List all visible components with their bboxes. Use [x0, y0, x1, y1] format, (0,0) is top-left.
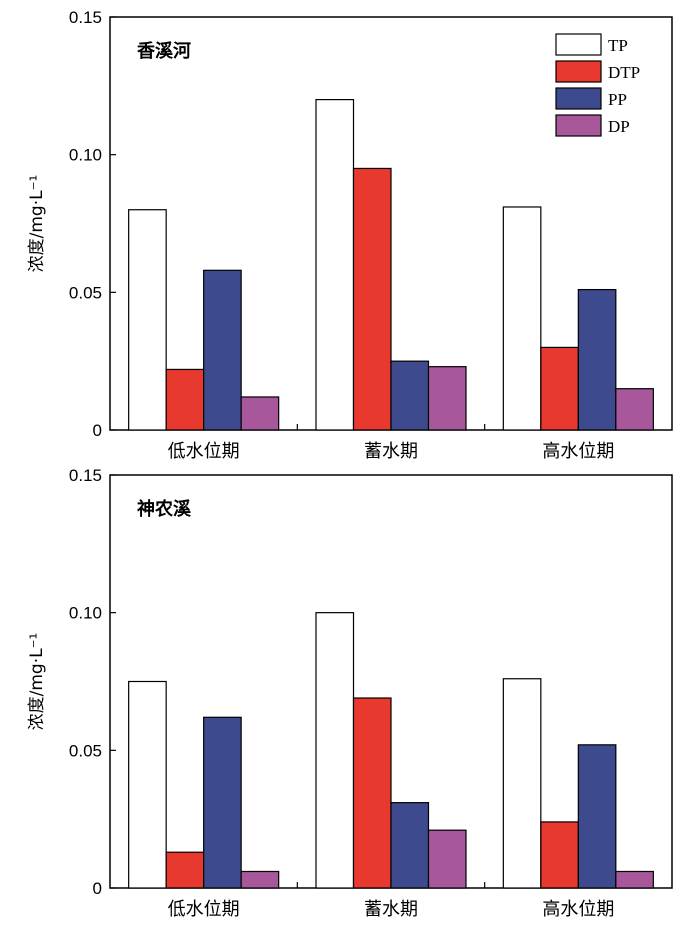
legend-swatch-tp	[555, 33, 602, 56]
bar-dtp	[540, 346, 579, 431]
bar-tp	[128, 680, 167, 889]
bar-pp	[203, 269, 242, 431]
panel-title: 神农溪	[137, 498, 192, 520]
bar-dp	[240, 870, 280, 889]
legend-label: DP	[608, 117, 630, 136]
bar-dp	[615, 388, 654, 431]
bar-tp	[315, 612, 355, 889]
bar-dp	[427, 829, 467, 889]
x-category-label: 低水位期	[168, 441, 240, 462]
legend-label: PP	[608, 90, 627, 109]
y-tick-label: 0.05	[69, 283, 102, 302]
bar-dp	[427, 366, 467, 431]
y-axis-label: 浓度/mg·L⁻¹	[27, 633, 47, 731]
y-tick-label: 0.15	[69, 466, 102, 485]
legend-swatch-dtp	[555, 60, 602, 83]
bar-tp	[315, 98, 355, 431]
x-category-label: 蓄水期	[364, 899, 418, 920]
legend-label: TP	[608, 36, 628, 55]
x-category-label: 蓄水期	[364, 441, 418, 462]
y-tick-label: 0.10	[69, 604, 102, 623]
y-axis-label: 浓度/mg·L⁻¹	[27, 175, 47, 273]
y-tick-label: 0	[93, 421, 102, 440]
bar-pp	[390, 360, 430, 431]
bar-dtp	[540, 821, 579, 889]
y-tick-label: 0.05	[69, 741, 102, 760]
y-tick-label: 0	[93, 879, 102, 898]
bar-tp	[502, 678, 542, 889]
bar-tp	[128, 209, 167, 431]
bar-dtp	[352, 697, 392, 889]
x-category-label: 高水位期	[542, 899, 614, 920]
bar-dtp	[165, 368, 205, 431]
legend-label: DTP	[608, 63, 640, 82]
bar-pp	[203, 716, 242, 889]
x-category-label: 高水位期	[542, 441, 614, 462]
bar-pp	[577, 288, 617, 431]
bar-dp	[240, 396, 280, 431]
bar-pp	[390, 802, 430, 889]
x-category-label: 低水位期	[168, 899, 240, 920]
y-tick-label: 0.10	[69, 146, 102, 165]
bar-dtp	[165, 851, 205, 889]
bar-dtp	[352, 167, 392, 431]
legend-swatch-dp	[555, 114, 602, 137]
y-tick-label: 0.15	[69, 8, 102, 27]
bar-tp	[502, 206, 542, 431]
legend-swatch-pp	[555, 87, 602, 110]
panel-title: 香溪河	[136, 41, 191, 62]
bar-dp	[615, 870, 654, 889]
bar-pp	[577, 744, 617, 889]
